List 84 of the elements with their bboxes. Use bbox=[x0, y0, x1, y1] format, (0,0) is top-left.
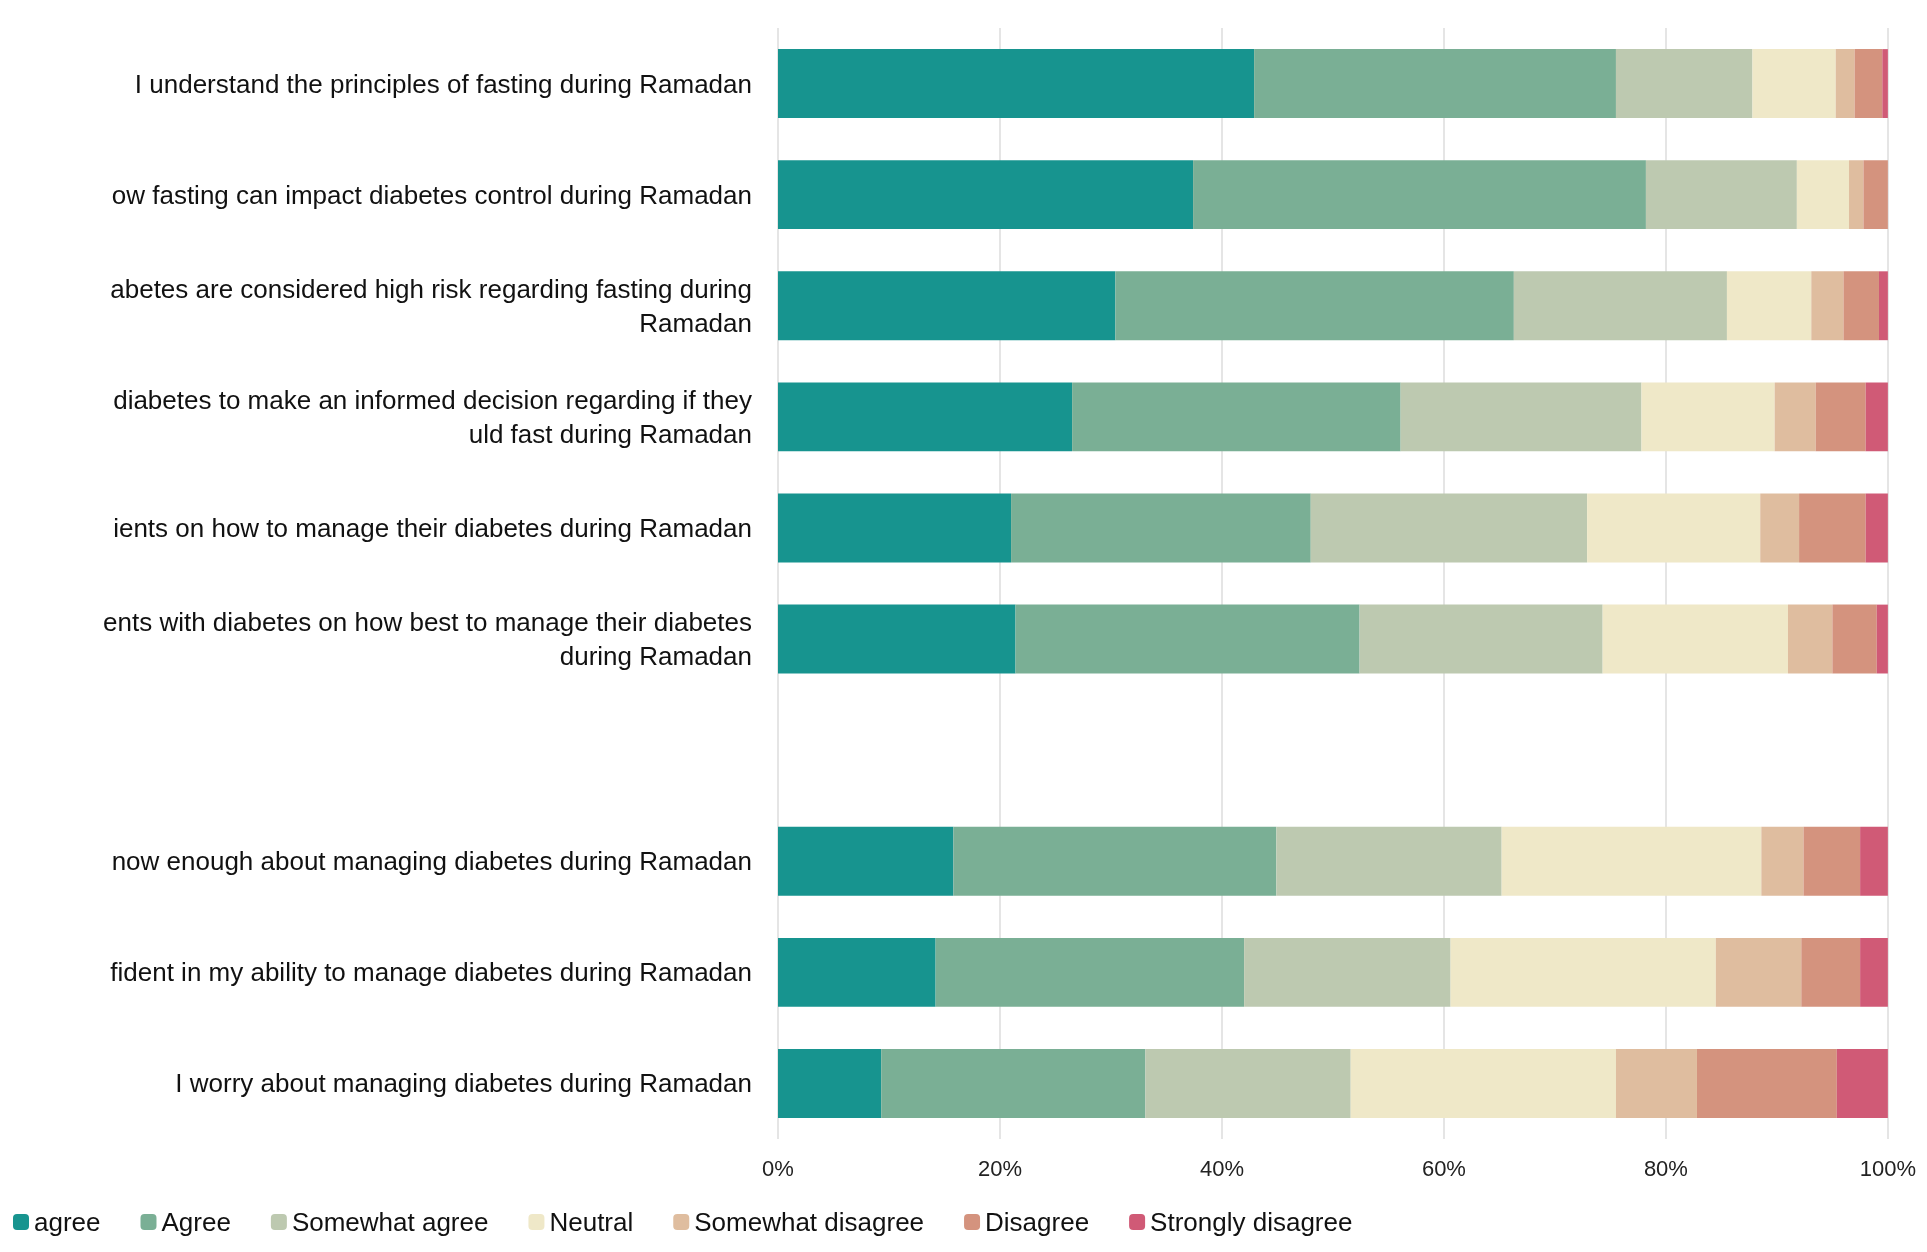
bar bbox=[1760, 493, 1800, 563]
bar bbox=[1587, 493, 1761, 563]
legend-label: Disagree bbox=[985, 1207, 1090, 1237]
bar bbox=[778, 271, 1116, 341]
bar bbox=[1863, 160, 1888, 230]
legend-label: Agree bbox=[161, 1207, 231, 1237]
bar bbox=[881, 1049, 1146, 1118]
bar bbox=[1865, 493, 1888, 563]
bar bbox=[1641, 382, 1775, 452]
bar bbox=[1752, 49, 1836, 118]
y-tick-label: ents with diabetes on how best to manage their diabetes during Ramadan bbox=[103, 607, 752, 672]
bar bbox=[1696, 1049, 1837, 1118]
bar bbox=[1115, 271, 1514, 341]
bar bbox=[1803, 826, 1861, 896]
bar bbox=[778, 937, 936, 1007]
bar bbox=[1882, 49, 1888, 118]
bar bbox=[1876, 604, 1888, 674]
legend-label: Somewhat disagree bbox=[694, 1207, 925, 1237]
bar bbox=[1615, 49, 1753, 118]
y-tick-label: ow fasting can impact diabetes control during Ramadan bbox=[111, 179, 752, 210]
bar bbox=[1615, 1049, 1697, 1118]
x-tick-label: 80% bbox=[1643, 1155, 1688, 1181]
y-tick-label: fident in my ability to manage diabetes during Ramadan bbox=[110, 957, 752, 988]
bar bbox=[1145, 1049, 1351, 1118]
bar bbox=[1796, 160, 1850, 230]
bar bbox=[1843, 271, 1879, 341]
legend-label: Neutral bbox=[549, 1207, 634, 1237]
bar bbox=[1832, 604, 1877, 674]
bar bbox=[778, 160, 1194, 230]
x-tick-label: 60% bbox=[1421, 1155, 1466, 1181]
y-tick-label: now enough about managing diabetes during Ramadan bbox=[111, 846, 752, 877]
bar bbox=[1726, 271, 1812, 341]
y-tick-label: I worry about managing diabetes during Ramadan bbox=[175, 1068, 752, 1099]
y-tick-label: diabetes to make an informed decision regarding if they uld fast during Ramadan bbox=[113, 384, 752, 449]
bar bbox=[1761, 826, 1804, 896]
bar bbox=[1276, 826, 1502, 896]
bar bbox=[1645, 160, 1797, 230]
bar bbox=[1835, 49, 1855, 118]
bar bbox=[778, 1049, 882, 1118]
x-tick-label: 0% bbox=[762, 1155, 794, 1181]
bar bbox=[1860, 826, 1888, 896]
bar bbox=[1865, 382, 1888, 452]
bar bbox=[778, 49, 1255, 118]
bar bbox=[1072, 382, 1401, 452]
bar bbox=[778, 493, 1012, 563]
bar bbox=[778, 826, 954, 896]
bar bbox=[953, 826, 1277, 896]
bar bbox=[1015, 604, 1360, 674]
bar bbox=[1244, 937, 1451, 1007]
bar bbox=[1878, 271, 1888, 341]
x-tick-label: 20% bbox=[977, 1155, 1022, 1181]
y-tick-label: ients on how to manage their diabetes during Ramadan bbox=[113, 512, 752, 543]
bar bbox=[1400, 382, 1642, 452]
legend-label: Strongly disagree bbox=[1150, 1207, 1353, 1237]
bar bbox=[1836, 1049, 1888, 1118]
y-tick-label: abetes are considered high risk regarding fasting during Ramadan bbox=[110, 273, 752, 338]
bar bbox=[1450, 937, 1716, 1007]
bar bbox=[1799, 493, 1866, 563]
bar bbox=[1011, 493, 1311, 563]
bar bbox=[1254, 49, 1616, 118]
bar bbox=[1815, 382, 1866, 452]
legend-label: Somewhat agree bbox=[291, 1207, 489, 1237]
bar bbox=[1350, 1049, 1616, 1118]
bar bbox=[1811, 271, 1844, 341]
bar bbox=[1513, 271, 1727, 341]
bar bbox=[1715, 937, 1802, 1007]
x-tick-label: 40% bbox=[1199, 1155, 1244, 1181]
bar bbox=[1801, 937, 1861, 1007]
y-tick-label: I understand the principles of fasting during Ramadan bbox=[134, 68, 752, 99]
bar bbox=[935, 937, 1245, 1007]
bar bbox=[1774, 382, 1816, 452]
bar bbox=[1193, 160, 1646, 230]
bar bbox=[1359, 604, 1603, 674]
bar bbox=[1310, 493, 1588, 563]
legend-label: agree bbox=[34, 1207, 101, 1237]
bar bbox=[778, 382, 1073, 452]
bar bbox=[778, 604, 1016, 674]
bar bbox=[1854, 49, 1883, 118]
bar bbox=[1787, 604, 1833, 674]
bar bbox=[1849, 160, 1864, 230]
bar bbox=[1602, 604, 1788, 674]
x-tick-label: 100% bbox=[1859, 1155, 1917, 1181]
bar bbox=[1860, 937, 1888, 1007]
bar bbox=[1501, 826, 1762, 896]
